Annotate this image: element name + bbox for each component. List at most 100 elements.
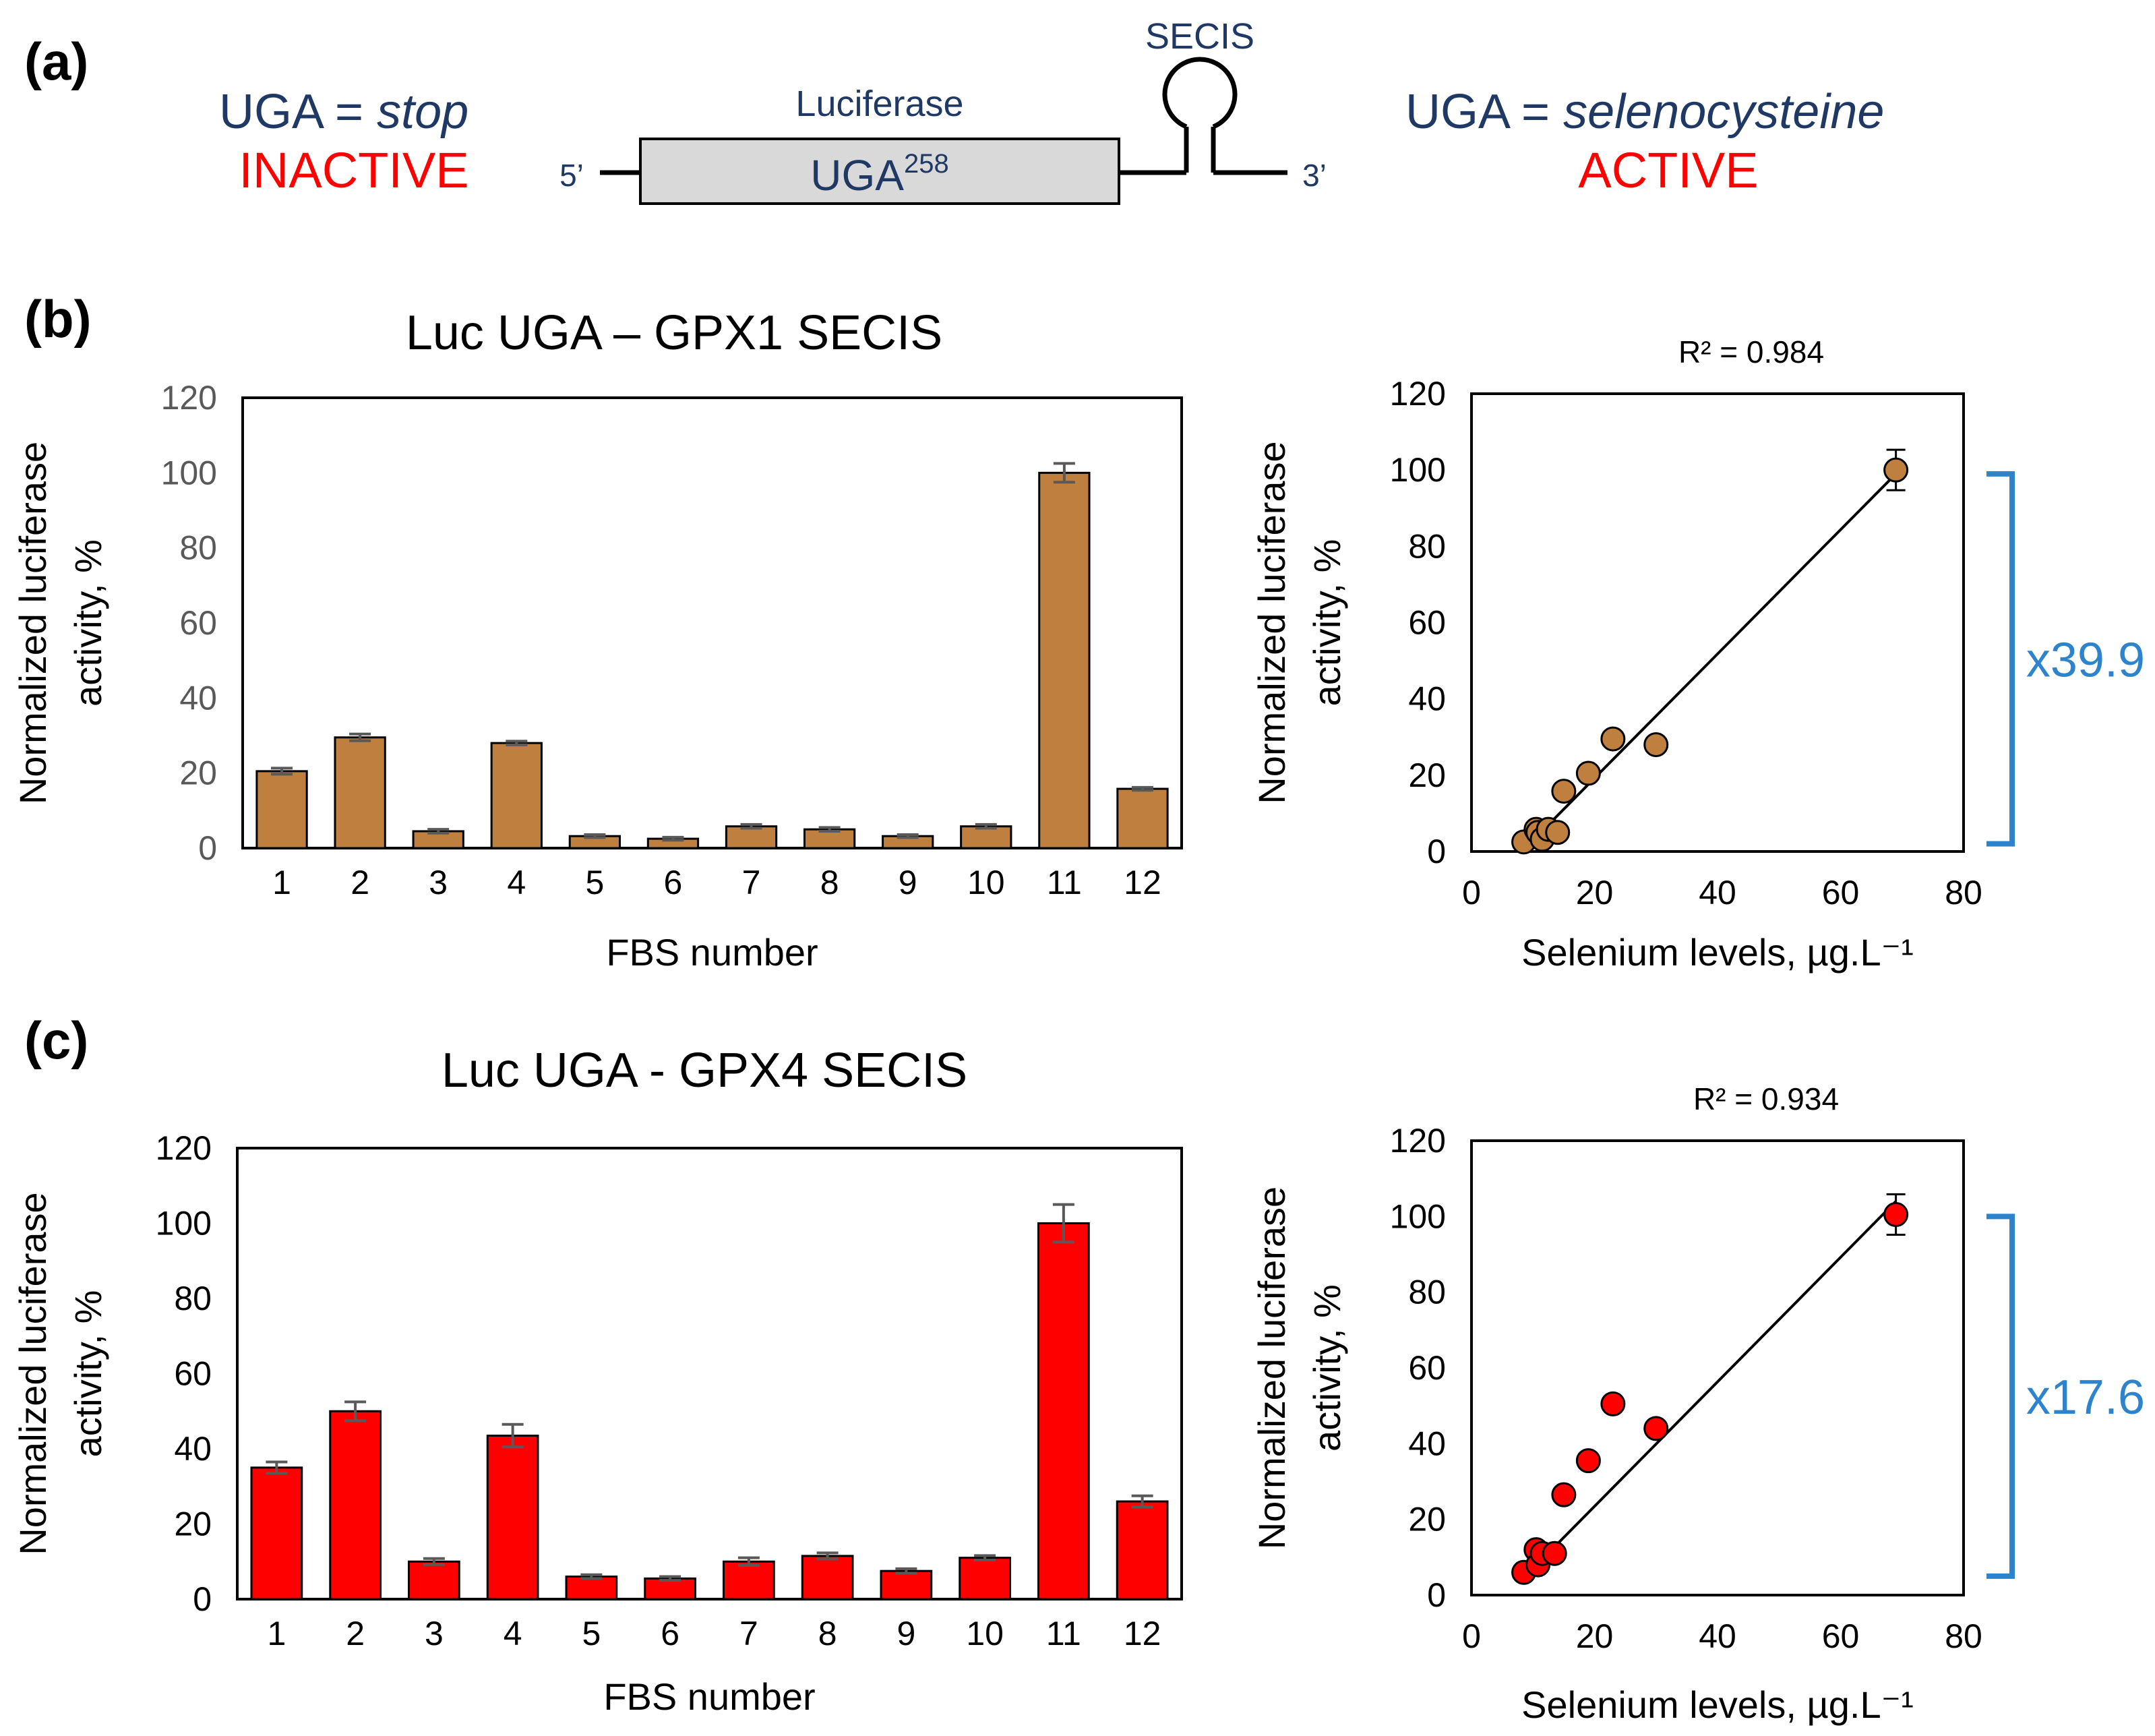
y-axis-label-line: activity, %: [67, 1290, 109, 1458]
x-tick-label: 60: [1822, 1617, 1860, 1655]
data-point: [1643, 732, 1669, 758]
y-tick-label: 40: [1408, 1425, 1446, 1462]
x-tick-label: 80: [1945, 1617, 1982, 1655]
y-tick-label: 20: [1408, 756, 1446, 794]
luciferase-label: Luciferase: [795, 84, 963, 124]
y-tick-label: 100: [156, 1205, 212, 1243]
fold-change-label: x17.6: [2026, 1371, 2145, 1425]
error-bar: [271, 767, 293, 776]
y-tick-label: 40: [1408, 680, 1446, 718]
x-axis-label: FBS number: [603, 1675, 815, 1718]
x-tick-label: 6: [661, 1615, 679, 1652]
trend-line: [1523, 473, 1898, 851]
x-tick-label: 2: [351, 864, 369, 901]
y-tick-label: 120: [156, 1129, 212, 1167]
bar: [250, 1466, 303, 1600]
trend-line: [1531, 1200, 1898, 1570]
error-bar: [584, 833, 606, 839]
x-tick-label: 20: [1576, 1617, 1614, 1655]
x-tick-label: 2: [346, 1615, 365, 1652]
error-bar: [662, 835, 684, 842]
r-squared-label: R² = 0.984: [1678, 334, 1824, 369]
x-tick-label: 20: [1576, 874, 1614, 911]
bar: [565, 1576, 618, 1600]
bar: [490, 742, 543, 849]
bar: [255, 770, 308, 849]
x-axis-label: Selenium levels, µg.L⁻¹: [1521, 931, 1914, 974]
stop-italic: stop: [377, 85, 468, 139]
x-tick-label: 40: [1699, 1617, 1736, 1655]
y-tick-label: 80: [179, 529, 217, 567]
x-axis-label: FBS number: [606, 931, 818, 974]
error-bar: [502, 1423, 524, 1449]
data-point: [1600, 1391, 1626, 1416]
bar: [1038, 471, 1091, 849]
x-tick-label: 0: [1462, 874, 1481, 911]
data-point: [1542, 1540, 1567, 1566]
error-bar: [1052, 1203, 1074, 1244]
y-tick-label: 40: [174, 1430, 212, 1468]
chart-c-scatter: R² = 0.934 0 20 40 60 80 100 120 0 20 40 60 80 Seleni…: [1250, 1081, 2145, 1726]
bar: [960, 825, 1012, 849]
y-axis-label-line: activity, %: [67, 539, 109, 707]
error-bar: [427, 828, 450, 835]
y-tick-label: 120: [161, 379, 217, 417]
x-tick-label: 12: [1124, 1615, 1161, 1652]
fold-change-label: x39.9: [2026, 633, 2145, 687]
x-tick-label: 11: [1047, 864, 1082, 901]
inactive-label: INACTIVE: [239, 142, 468, 198]
y-tick-label: 100: [1390, 1197, 1446, 1235]
data-point: [1883, 1202, 1909, 1228]
y-tick-label: 60: [179, 604, 217, 642]
bar: [486, 1434, 539, 1600]
selenocysteine-label: UGA = selenocysteine: [1405, 85, 1884, 139]
y-axis-label-line: activity, %: [1306, 1284, 1348, 1451]
y-tick-label: 120: [1390, 1122, 1446, 1160]
bar: [725, 825, 778, 849]
x-tick-label: 80: [1945, 874, 1982, 911]
data-point: [1545, 820, 1571, 845]
data-point: [1575, 760, 1601, 786]
y-tick-label: 60: [174, 1355, 212, 1393]
seleno-prefix: UGA =: [1405, 85, 1563, 139]
data-point: [1643, 1416, 1669, 1441]
x-axis-label: Selenium levels, µg.L⁻¹: [1521, 1683, 1914, 1726]
bar: [1037, 1222, 1090, 1600]
y-axis-label: Normalized luciferase activity, %: [11, 442, 109, 804]
x-tick-label: 3: [429, 864, 448, 901]
error-bar: [344, 1400, 367, 1423]
y-tick-label: 0: [193, 1580, 212, 1618]
y-axis-label-line: activity, %: [1306, 539, 1348, 707]
plot-frame: [1470, 1139, 1965, 1596]
bar: [334, 736, 386, 849]
bar: [1116, 1500, 1169, 1600]
error-bar: [423, 1557, 445, 1566]
stop-label: UGA = stop: [219, 85, 468, 139]
data-point: [1600, 726, 1626, 752]
x-tick-label: 6: [664, 864, 683, 901]
five-prime-label: 5’: [559, 158, 584, 193]
y-tick-label: 80: [174, 1280, 212, 1317]
y-axis-label: Normalized luciferase activity, %: [1250, 441, 1348, 804]
error-bar: [266, 1460, 288, 1475]
data-point: [1551, 779, 1577, 804]
codon-text: UGA: [810, 151, 904, 200]
bar: [408, 1560, 460, 1600]
x-tick-label: 5: [582, 1615, 601, 1652]
y-tick-label: 20: [1408, 1501, 1446, 1538]
error-bar: [816, 1551, 839, 1561]
stop-prefix: UGA =: [219, 85, 377, 139]
y-axis-label-line: Normalized luciferase: [1250, 441, 1293, 804]
error-bar: [1053, 462, 1075, 484]
panel-label-a: (a): [24, 32, 88, 91]
codon-label: UGA258: [810, 149, 948, 200]
chart-b-scatter: R² = 0.984 0 20 40 60 80 100 120 0 20 40 60 80 Seleni…: [1250, 334, 2145, 974]
x-tick-label: 5: [585, 864, 604, 901]
secis-label: SECIS: [1145, 16, 1254, 57]
plot-frame: [1470, 392, 1965, 853]
y-tick-label: 20: [179, 754, 217, 792]
y-tick-label: 60: [1408, 1349, 1446, 1387]
chart-title: Luc UGA - GPX4 SECIS: [442, 1044, 967, 1098]
